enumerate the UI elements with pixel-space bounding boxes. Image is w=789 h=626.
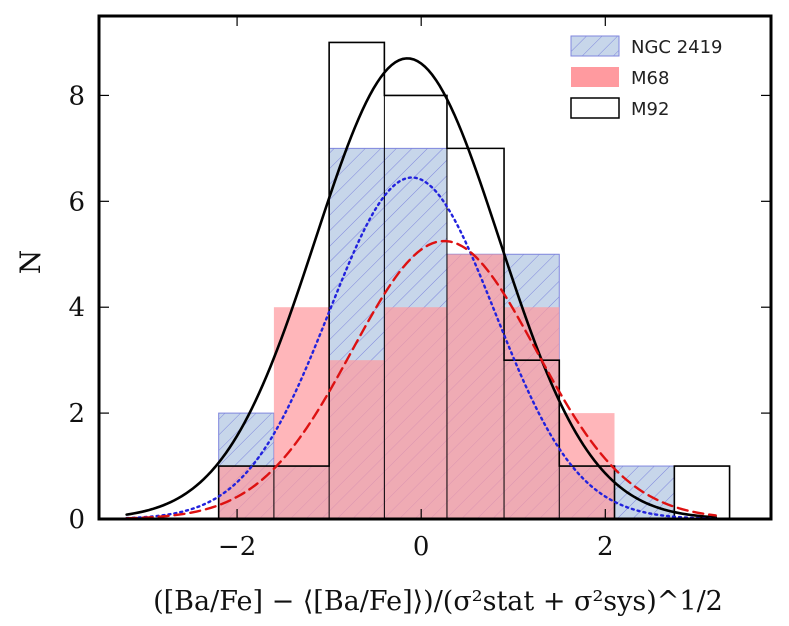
legend: NGC 2419 M68 M92 [570, 35, 723, 120]
x-axis-label: ([Ba/Fe] − ⟨[Ba/Fe]⟩)/(σ²stat + σ²sys)^1… [153, 586, 723, 617]
m68-bar-4 [446, 254, 505, 519]
y-tick-label-3: 6 [68, 187, 85, 217]
gaussian-curves [125, 57, 718, 519]
x-axis-label-text: ([Ba/Fe] − ⟨[Ba/Fe]⟩)/(σ²stat + σ²sys)^1… [153, 586, 723, 617]
curve-m68-gaussian [125, 239, 717, 519]
y-tick-label-2: 4 [68, 293, 85, 323]
curve-ngc-2419-gaussian [125, 176, 717, 519]
axis-ticks: −2 0 2 0 2 4 6 8 [68, 16, 771, 562]
legend-swatch-m68 [571, 67, 619, 87]
m68-bar-2 [329, 360, 385, 519]
legend-swatch-ngc2419-hatch [571, 36, 619, 56]
legend-swatch-m92 [570, 97, 620, 119]
series-m68-bars [218, 254, 615, 519]
y-tick-label-4: 8 [68, 81, 85, 111]
y-tick-label-1: 2 [68, 399, 85, 429]
m68-bar-5 [504, 307, 560, 519]
m68-bar-3 [384, 307, 447, 519]
x-tick-label-1: 0 [413, 532, 430, 562]
y-tick-label-0: 0 [68, 505, 85, 535]
legend-label-m68: M68 [631, 68, 669, 89]
legend-label-m92: M92 [631, 99, 669, 120]
y-axis-label: N [14, 250, 47, 275]
curve-m92-gaussian [125, 57, 718, 519]
x-tick-label-2: 2 [597, 532, 614, 562]
m68-bar-1 [273, 307, 330, 519]
m68-bar-0 [218, 466, 274, 519]
x-tick-label-0: −2 [218, 532, 256, 562]
legend-label-ngc2419: NGC 2419 [631, 37, 723, 58]
plot-frame [97, 14, 773, 521]
